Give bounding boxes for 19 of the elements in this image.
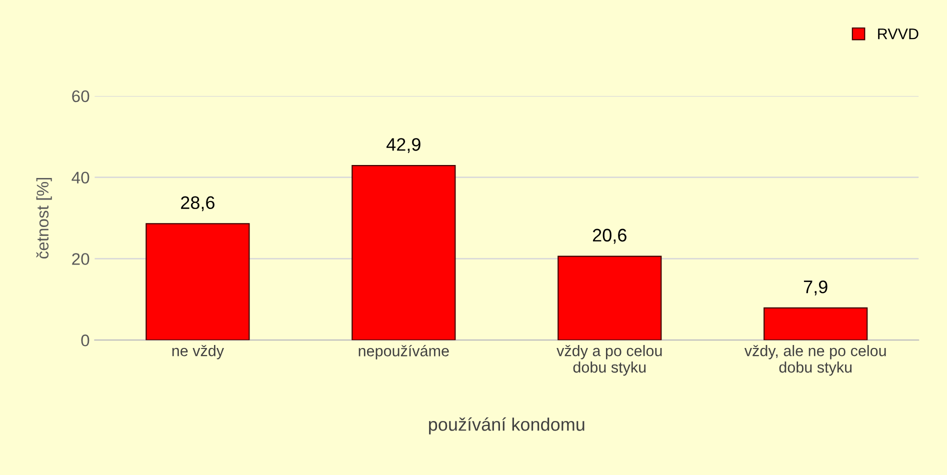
data-label: 20,6 xyxy=(592,228,626,244)
y-axis-title: četnost [%] xyxy=(36,178,52,259)
data-label: 42,9 xyxy=(386,138,420,153)
legend-label: RVVD xyxy=(878,28,918,40)
y-tick-label: 60 xyxy=(72,90,90,102)
bar xyxy=(146,223,250,340)
data-label: 28,6 xyxy=(181,196,214,212)
x-tick-label: ne vždy xyxy=(172,344,224,360)
data-label: 7,9 xyxy=(804,280,828,296)
y-tick-label: 20 xyxy=(72,253,90,265)
y-tick-label: 0 xyxy=(81,334,90,346)
x-tick-label: vždy a po celou dobu styku xyxy=(556,344,662,376)
x-tick-label: nepoužíváme xyxy=(358,344,449,360)
bar xyxy=(764,307,868,340)
bar xyxy=(352,164,456,340)
x-tick-label: vždy, ale ne po celou dobu styku xyxy=(744,344,886,376)
x-axis-title: používání kondomu xyxy=(429,417,584,434)
bar xyxy=(558,256,662,340)
y-tick-label: 40 xyxy=(72,172,90,184)
